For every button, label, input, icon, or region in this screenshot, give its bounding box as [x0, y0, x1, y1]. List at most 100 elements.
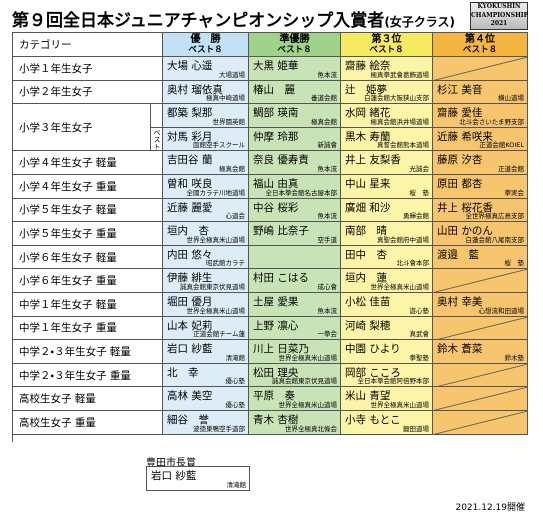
category-header: カテゴリー: [13, 33, 163, 57]
logo-line: 2021: [490, 20, 508, 27]
dojo-name: 極真拳武會葛飾道場: [370, 70, 430, 79]
result-cell: 岡部 こころ 全日本拳会館阿倍野本部: [341, 363, 433, 388]
result-cell: 椿山 麗養道会館: [249, 80, 341, 105]
result-cell: 中谷 桜彩魚本流: [249, 198, 341, 223]
athlete-name: 中山 星来: [345, 178, 391, 190]
dojo-name: 魚本流: [317, 212, 338, 221]
athlete-name: 青木 杏樹: [253, 414, 299, 426]
result-cell: 辻 姫夢 白蓮会館大阪狭山支部: [341, 80, 433, 105]
dojo-name: 昭武館カラテ: [206, 259, 245, 268]
empty-slash: [435, 316, 527, 340]
dojo-name: 成心會: [317, 282, 338, 291]
result-cell: 堀田 優月 世界全極真米山道場: [163, 293, 249, 317]
result-cell: 野嶋 比奈子 空手道: [249, 222, 341, 246]
result-cell: [433, 363, 528, 388]
result-cell: [433, 387, 528, 411]
dojo-name: 函館空手スクール: [193, 141, 245, 150]
result-cell: 南部 晴真聖会館府中道場: [341, 222, 433, 246]
result-cell: 土屋 愛果 魚本流: [249, 293, 341, 317]
dojo-name: 世界全極真米山道場: [370, 400, 430, 409]
athlete-name: 渡邉 藍: [437, 248, 479, 261]
athlete-name: 杉江 美音: [437, 83, 483, 96]
dojo-name: 極真会館: [311, 117, 337, 126]
athlete-name: 仲摩 玲那: [253, 130, 299, 143]
result-cell: [433, 57, 528, 81]
result-cell: 高林 美空 優心塾: [163, 387, 249, 411]
result-cell: 村田 こはる 成心會: [249, 269, 341, 293]
result-cell: 曽和 咲良 全國カラテ川地道場: [163, 175, 249, 199]
result-cell: 福山 由真 全日本拳会館名古屋本部: [249, 175, 341, 199]
result-cell: 上野 凛心 一拳会: [249, 316, 341, 341]
dojo-name: 鍛田道場: [403, 424, 429, 433]
athlete-name: 井上 友梨香: [345, 154, 401, 167]
dojo-name: 波徳巣鴨空手道部: [193, 424, 245, 433]
athlete-name: 都築 梨那: [167, 107, 213, 120]
title: 第９回全日本ジュニアチャンピオンシップ入賞者(女子クラス): [12, 6, 455, 31]
result-cell: 青木 杏樹 世界全極真北條会: [249, 411, 341, 435]
athlete-name: 内田 悠々: [167, 248, 213, 261]
result-cell: 近藤 希咲来 正道会館KOIEL: [433, 127, 528, 152]
column-sub: ベスト８: [462, 45, 498, 55]
athlete-name: 奈良 優寿責: [253, 154, 309, 167]
result-cell: 細谷 誉波徳巣鴨空手道部: [163, 411, 249, 435]
athlete-name: 曽和 咲良: [167, 178, 213, 190]
result-cell: 藤原 汐杏 正道会館: [433, 151, 528, 175]
athlete-name: 齋藤 愛佳: [437, 107, 483, 120]
athlete-name: 垣内 蓮: [345, 272, 387, 285]
dojo-name: 空手道: [317, 235, 338, 244]
athlete-name: 廣畑 和沙: [345, 201, 391, 214]
athlete-name: 水岡 緒花: [345, 107, 391, 120]
result-cell: 中園 ひより 拳聖塾: [341, 340, 433, 364]
dojo-name: 全世界極真広島支部: [465, 212, 525, 221]
result-cell: 松田 理央 誠真会館東京伏見道場: [249, 363, 341, 388]
result-cell: [433, 269, 528, 293]
dojo-name: 拳聖塾: [409, 353, 430, 362]
dojo-name: 世界全極真米山道場: [370, 282, 430, 291]
category: 中学２・３年生女子 重量: [13, 363, 163, 388]
dojo-name: 極真中崎道場: [206, 94, 245, 103]
column-title: 第４位: [465, 34, 495, 45]
result-cell: 吉田谷 蘭極真会館: [163, 151, 249, 175]
result-cell: 黒木 寿蘭 真誓会館熊本道場: [341, 127, 433, 152]
dojo-name: 桜 塾: [409, 188, 430, 197]
athlete-name: 吉田谷 蘭: [167, 154, 213, 167]
athlete-name: 上野 凛心: [253, 319, 299, 332]
dojo-name: 横山道場: [498, 94, 524, 103]
result-cell: 井上 桜花香 全世界極真広島支部: [433, 198, 528, 223]
dojo-name: 正道会館チーム蓮: [193, 330, 245, 339]
result-cell: 北 幸優心塾: [163, 363, 249, 388]
logo: KYOKUSHIN CHAMPIONSHIP 2021: [470, 2, 528, 30]
result-cell: 奥村 幸美 心想流和田道場: [433, 293, 528, 317]
athlete-name: 齋藤 絵奈: [345, 60, 391, 72]
result-cell: 山本 妃莉 正道会館チーム蓮: [163, 316, 249, 341]
dojo-name: 鈴木塾: [504, 353, 525, 362]
result-cell: 田中 杏北斗會本部: [341, 245, 433, 270]
category: 中学２・３年生女子 軽量: [13, 340, 163, 364]
result-cell: 都築 梨那 世界闘英館: [163, 104, 249, 128]
result-cell: 平原 奏世界全極真米山道場: [249, 387, 341, 411]
award-box: 岩口 紗藍 清滝館: [146, 466, 250, 491]
athlete-name: 中谷 桜彩: [253, 201, 299, 214]
category: 小学６年生女子 重量: [13, 269, 163, 293]
result-cell: [249, 245, 341, 270]
athlete-name: 椿山 麗: [253, 83, 295, 96]
category: 小学５年生女子 重量: [13, 222, 163, 246]
category: 高校生女子 重量: [13, 411, 163, 435]
athlete-name: 村田 こはる: [253, 272, 309, 285]
dojo-name: 全國カラテ川地道場: [186, 188, 246, 197]
result-cell: 原田 都杏 拳実会: [433, 175, 528, 199]
subtitle: (女子クラス): [384, 15, 456, 29]
dojo-name: 極真会館: [219, 164, 245, 173]
award-name: 岩口 紗藍: [151, 470, 197, 482]
dojo-name: 魚本流: [317, 164, 338, 173]
dojo-name: 清滝館: [225, 353, 246, 362]
result-cell: 杉江 美音横山道場: [433, 80, 528, 105]
dojo-name: 全日本拳会館阿倍野本部: [357, 377, 430, 386]
dojo-name: 白蓮会館大阪狭山支部: [364, 94, 429, 103]
athlete-name: 井上 桜花香: [437, 201, 493, 214]
athlete-name: 福山 由真: [253, 178, 299, 190]
dojo-name: 極真会館浜井場道場: [370, 117, 430, 126]
result-cell: 川上 日菜乃 世界全極真米山道場: [249, 340, 341, 364]
athlete-name: 中園 ひより: [345, 343, 401, 356]
